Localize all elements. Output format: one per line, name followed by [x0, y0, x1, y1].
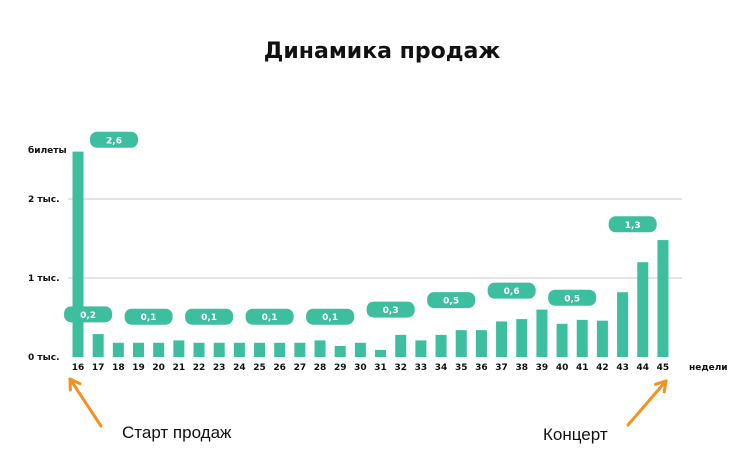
x-tick-label: 40	[556, 363, 569, 373]
bar	[133, 342, 145, 357]
bar	[617, 292, 629, 357]
bar	[496, 321, 508, 357]
start-caption: Старт продаж	[122, 423, 232, 442]
chart-title: Динамика продаж	[264, 39, 501, 64]
x-tick-label: 25	[253, 363, 266, 373]
bar	[415, 340, 427, 357]
bar	[556, 323, 568, 357]
start-arrow	[68, 377, 103, 428]
grid-lines	[68, 198, 682, 279]
bar	[657, 240, 669, 357]
x-tick-label: 36	[475, 363, 488, 373]
bar	[274, 342, 286, 357]
data-label: 0,1	[322, 313, 338, 323]
bar	[455, 330, 467, 357]
x-tick-label: 30	[354, 363, 367, 373]
data-label-pill	[366, 301, 415, 318]
x-tick-label: 28	[314, 363, 327, 373]
x-tick-label: 41	[576, 363, 589, 373]
y-tick-label: 0 тыс.	[28, 353, 60, 363]
bar	[395, 334, 407, 357]
bar	[516, 319, 528, 357]
concert-caption: Концерт	[543, 425, 608, 444]
x-tick-label: 26	[273, 363, 286, 373]
data-label: 2,6	[106, 136, 122, 146]
x-tick-label: 33	[415, 363, 428, 373]
bar	[375, 349, 387, 357]
data-label-pill	[306, 308, 355, 325]
x-tick-label: 17	[92, 363, 105, 373]
x-tick-label: 45	[657, 363, 670, 373]
x-tick-label: 42	[596, 363, 609, 373]
x-tick-label: 31	[374, 363, 387, 373]
data-label-pill	[608, 216, 657, 233]
bar	[173, 340, 185, 357]
x-tick-label: 27	[294, 363, 307, 373]
bar	[334, 345, 346, 357]
data-label: 0,5	[564, 294, 580, 304]
data-label-pill	[185, 308, 234, 325]
y-tick-labels: 0 тыс. 1 тыс. 2 тыс.	[28, 195, 60, 363]
data-label: 0,6	[504, 287, 520, 297]
bar	[314, 340, 326, 357]
data-label: 0,2	[80, 311, 96, 321]
bar	[92, 334, 104, 357]
x-tick-label: 21	[173, 363, 186, 373]
bar	[254, 342, 266, 357]
data-label: 0,3	[383, 306, 399, 316]
x-tick-label: 20	[152, 363, 165, 373]
x-tick-label: 44	[636, 363, 649, 373]
bar	[153, 342, 165, 357]
x-tick-label: 37	[495, 363, 508, 373]
x-tick-label: 32	[394, 363, 407, 373]
data-label-pill	[427, 292, 476, 309]
data-labels: 2,6 0,2 0,1 0,1 0,1 0,1 0,3 0,5 0,6 0,5 1,3	[64, 131, 657, 325]
bar	[213, 342, 225, 357]
bar	[435, 334, 447, 357]
x-tick-label: 16	[72, 363, 85, 373]
data-label: 0,1	[262, 313, 278, 323]
annotations: Старт продаж Концерт	[68, 377, 668, 444]
x-tick-label: 35	[455, 363, 468, 373]
data-label-pill	[245, 308, 294, 325]
bar	[637, 262, 649, 357]
data-label: 0,5	[443, 297, 459, 307]
bar	[536, 309, 548, 357]
x-tick-label: 39	[536, 363, 549, 373]
bar	[596, 320, 608, 357]
data-label: 0,1	[201, 313, 217, 323]
x-tick-label: 18	[112, 363, 125, 373]
x-tick-label: 19	[132, 363, 145, 373]
bar	[193, 342, 205, 357]
bar	[294, 342, 306, 357]
data-label-pill	[124, 308, 173, 325]
x-tick-label: 23	[213, 363, 226, 373]
data-label-pill	[487, 282, 536, 299]
y-tick-label: 2 тыс.	[28, 195, 60, 205]
data-label: 0,1	[141, 313, 157, 323]
bar	[233, 342, 245, 357]
y-axis-label: билеты	[28, 145, 67, 156]
bar	[112, 342, 124, 357]
bars	[72, 151, 669, 357]
x-axis-label: недели	[689, 363, 728, 373]
x-tick-label: 34	[435, 363, 448, 373]
data-label: 1,3	[625, 221, 641, 231]
y-tick-label: 1 тыс.	[28, 274, 60, 284]
data-label-pill	[90, 131, 138, 148]
x-tick-label: 38	[515, 363, 528, 373]
data-label-pill	[548, 289, 597, 306]
x-tick-label: 22	[193, 363, 206, 373]
x-tick-label: 29	[334, 363, 347, 373]
bar	[72, 151, 84, 357]
data-label-pill	[64, 306, 113, 323]
x-tick-label: 24	[233, 363, 246, 373]
bar	[475, 330, 487, 357]
concert-arrow	[626, 379, 668, 427]
x-tick-label: 43	[616, 363, 629, 373]
x-tick-labels: 16 17 18 19 20 21 22 23 24 25 26 27 28 29 30 31 32 33 34 35…	[72, 363, 669, 373]
bar	[354, 342, 366, 357]
bar	[576, 319, 588, 357]
